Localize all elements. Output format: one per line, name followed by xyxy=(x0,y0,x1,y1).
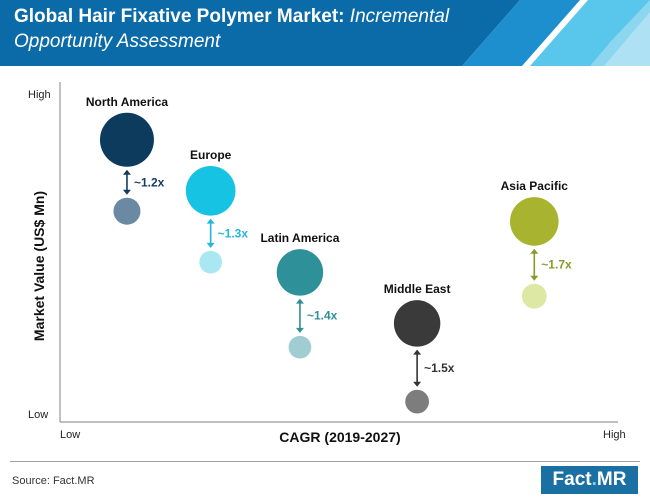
source-note: Source: Fact.MR xyxy=(12,475,95,487)
multiplier-label-asia-pacific: ~1.7x xyxy=(541,258,572,272)
bubble-future-latin-america xyxy=(288,335,312,359)
multiplier-label-north-america: ~1.2x xyxy=(134,175,165,189)
bubble-future-asia-pacific xyxy=(521,283,547,309)
footer-divider xyxy=(10,461,640,462)
x-axis-label: CAGR (2019-2027) xyxy=(279,429,400,445)
bubbles-layer: North America ~1.2x Europe ~1.3x Latin Ameri… xyxy=(86,95,572,414)
chart-title-bold: Global Hair Fixative Polymer Market: xyxy=(14,6,345,27)
bubble-current-north-america xyxy=(99,112,154,167)
bubble-future-europe xyxy=(199,250,222,274)
chart-title-italic: Incremental xyxy=(349,6,450,27)
factmr-logo: Fact.MR xyxy=(541,466,638,494)
arrowhead-down-north-america xyxy=(122,189,131,195)
logo-dot: . xyxy=(591,469,597,490)
banner-stripe-pale xyxy=(590,0,650,66)
banner-stripe-light xyxy=(530,0,650,66)
y-axis-label: Market Value (US$ Mn) xyxy=(31,191,47,341)
bubble-current-asia-pacific xyxy=(510,197,559,246)
arrowhead-up-middle-east xyxy=(413,349,422,355)
banner-main xyxy=(0,0,520,66)
region-label-europe: Europe xyxy=(190,148,232,162)
arrowhead-down-middle-east xyxy=(413,381,422,387)
bubble-future-middle-east xyxy=(405,389,429,414)
bubble-future-north-america xyxy=(113,197,141,225)
region-label-middle-east: Middle East xyxy=(384,282,451,296)
arrowhead-up-europe xyxy=(206,218,215,224)
multiplier-label-europe: ~1.3x xyxy=(218,226,249,240)
region-label-north-america: North America xyxy=(86,95,169,109)
arrowhead-down-asia-pacific xyxy=(530,275,539,281)
arrowhead-down-europe xyxy=(206,242,215,248)
bubble-current-middle-east xyxy=(393,300,441,347)
region-label-asia-pacific: Asia Pacific xyxy=(501,179,569,193)
region-label-latin-america: Latin America xyxy=(260,231,339,245)
arrowhead-up-north-america xyxy=(122,169,131,175)
logo-text-right: MR xyxy=(596,469,627,490)
bubble-current-latin-america xyxy=(276,249,324,296)
arrowhead-up-asia-pacific xyxy=(530,248,539,254)
bubble-chart: High Low Low High CAGR (2019-2027) Marke… xyxy=(28,82,626,445)
region-europe: Europe ~1.3x xyxy=(185,148,249,274)
region-latin-america: Latin America ~1.4x xyxy=(260,231,340,359)
chart-title: Global Hair Fixative Polymer Market: Inc… xyxy=(14,6,449,28)
title-banner xyxy=(0,0,650,66)
region-north-america: North America ~1.2x xyxy=(86,95,169,225)
bubble-current-europe xyxy=(185,165,236,216)
arrowhead-up-latin-america xyxy=(295,298,304,304)
x-tick-high: High xyxy=(603,429,626,441)
arrowhead-down-latin-america xyxy=(295,327,304,333)
banner-stripe-mid xyxy=(462,0,580,66)
axes: High Low Low High CAGR (2019-2027) Marke… xyxy=(28,82,626,445)
region-asia-pacific: Asia Pacific ~1.7x xyxy=(501,179,572,309)
region-middle-east: Middle East ~1.5x xyxy=(384,282,455,414)
multiplier-label-latin-america: ~1.4x xyxy=(307,309,338,323)
y-tick-high: High xyxy=(28,89,51,101)
multiplier-label-middle-east: ~1.5x xyxy=(424,361,455,375)
chart-title-line2: Opportunity Assessment xyxy=(14,31,221,52)
y-tick-low: Low xyxy=(28,409,48,421)
x-tick-low: Low xyxy=(60,429,80,441)
logo-text-left: Fact xyxy=(552,469,592,490)
